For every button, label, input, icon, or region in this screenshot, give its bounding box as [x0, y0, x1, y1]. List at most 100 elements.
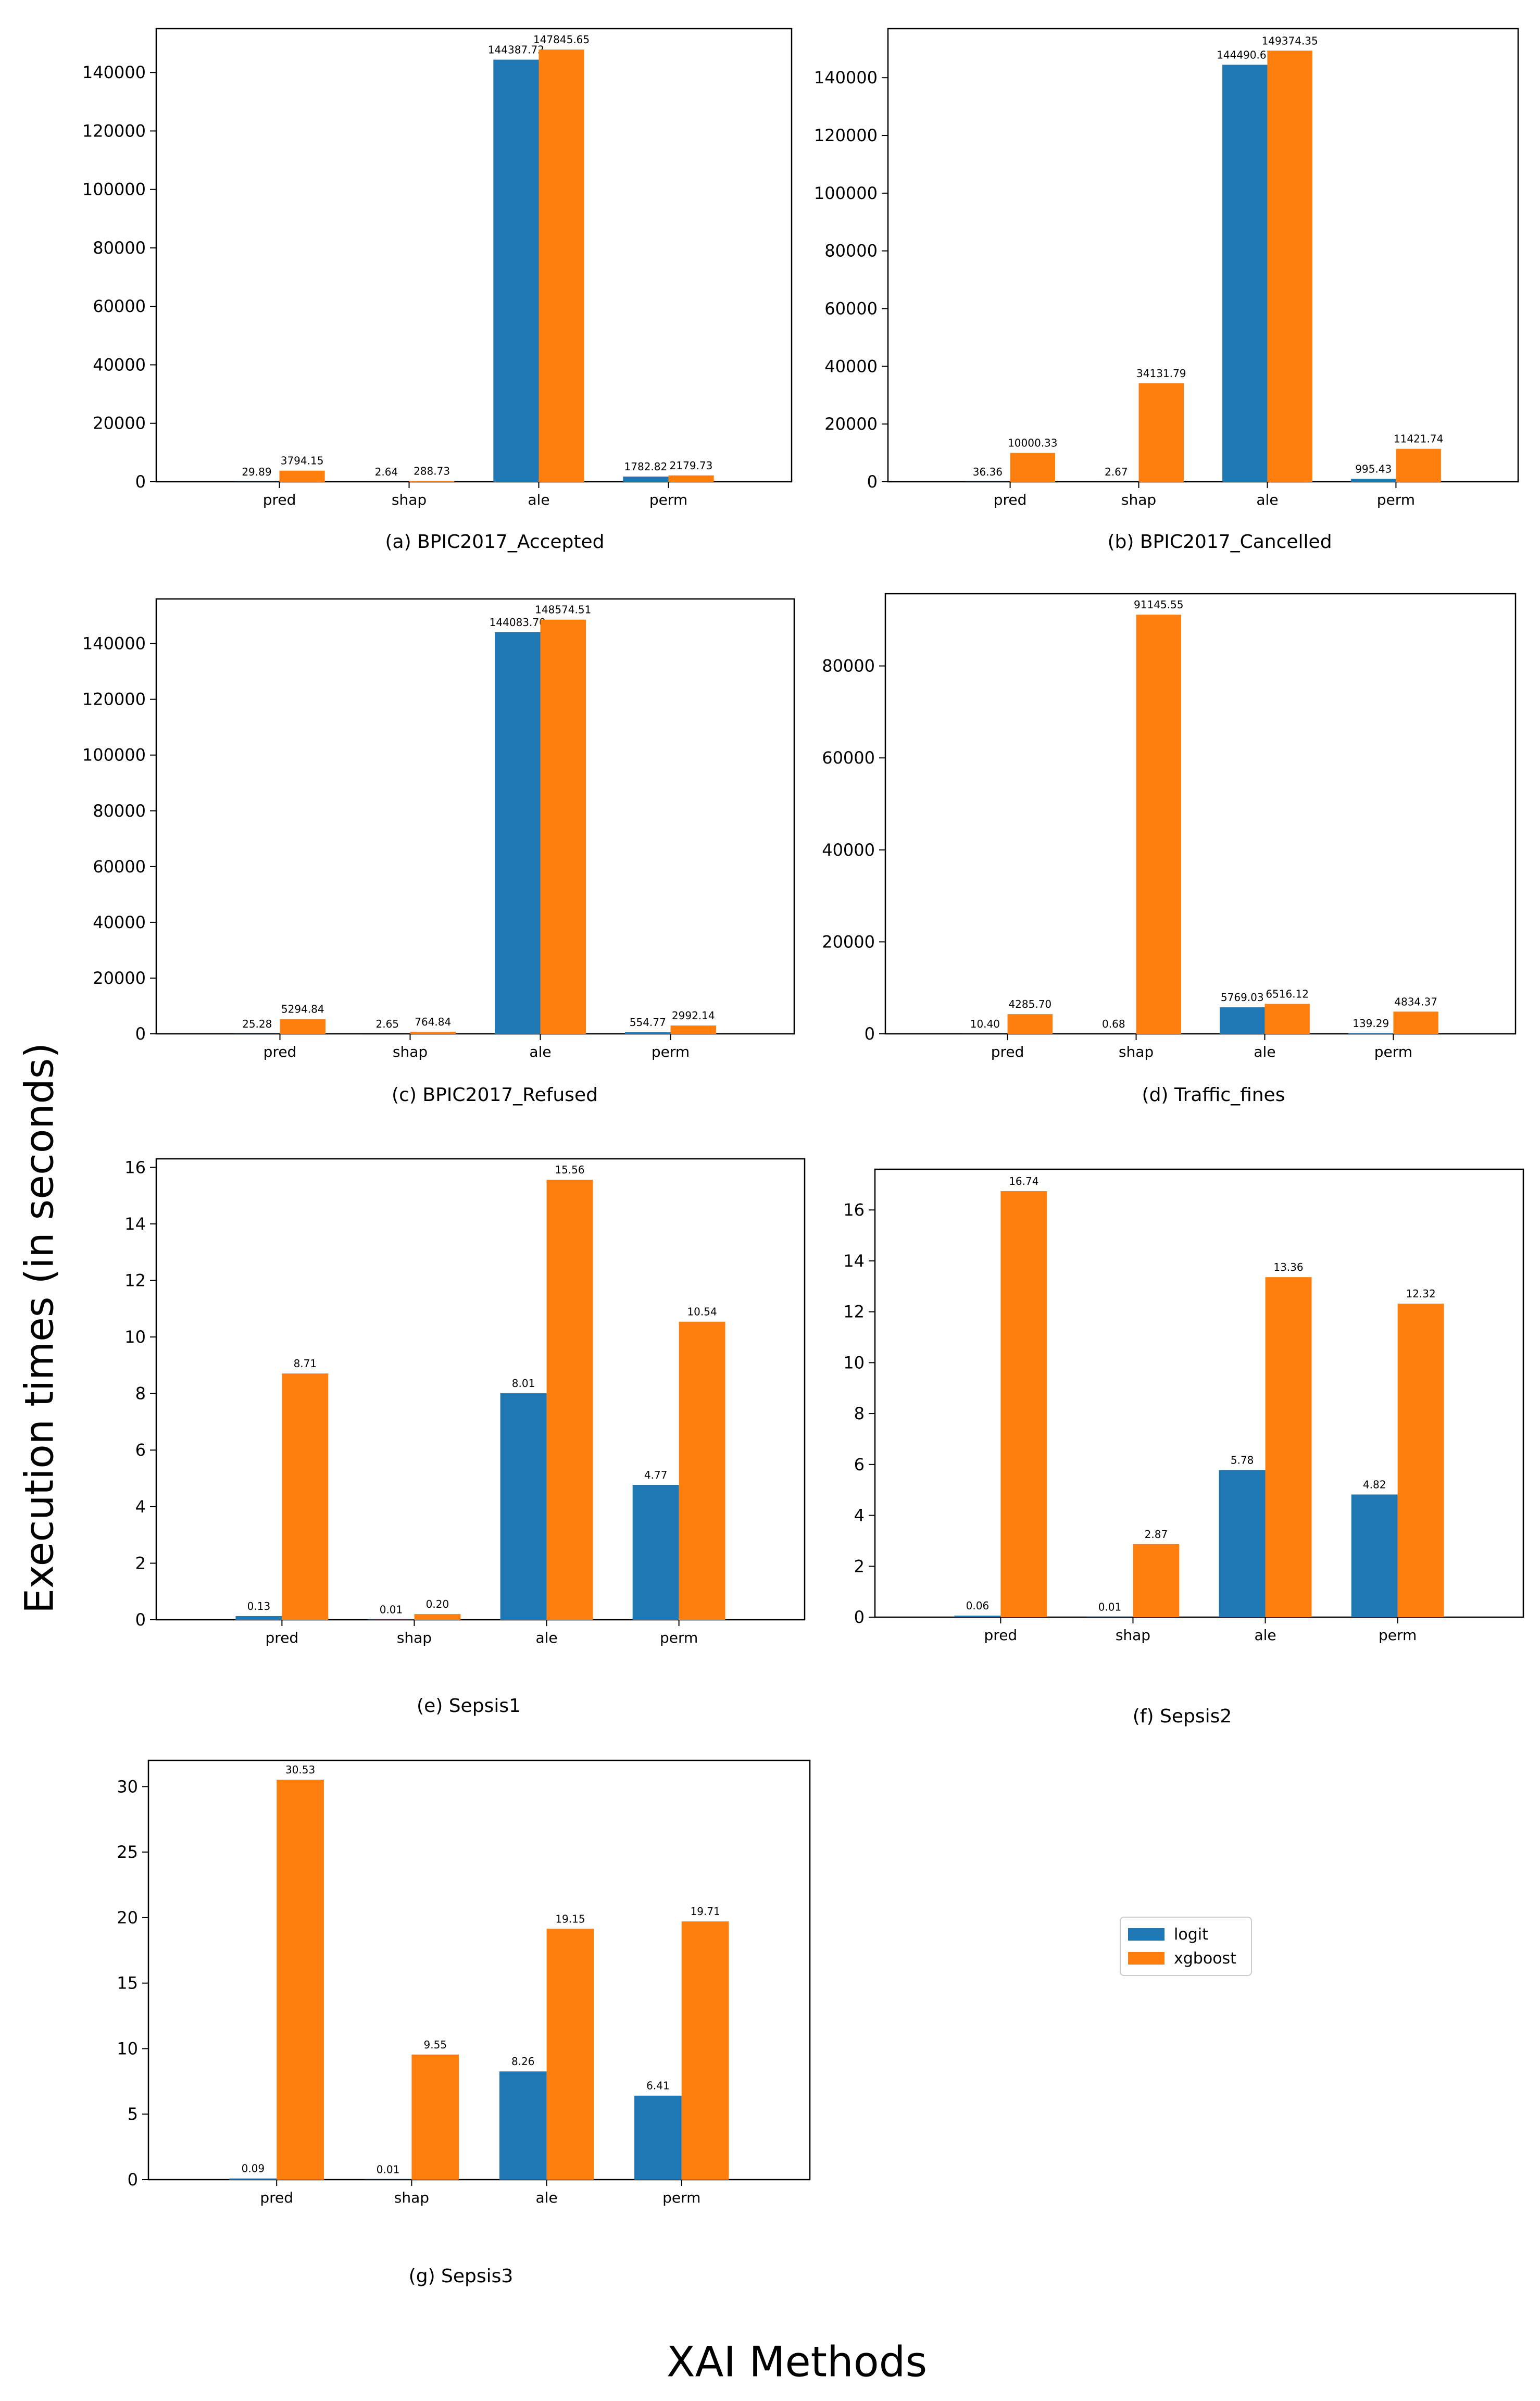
chart-e-bar-logit-perm	[632, 1485, 679, 1620]
chart-g-xtick-label: ale	[536, 2189, 558, 2206]
chart-f-xtick-label: ale	[1254, 1627, 1276, 1644]
chart-c-ytick-label: 0	[135, 1024, 146, 1044]
chart-a-ytick-label: 40000	[93, 355, 146, 374]
chart-e-ytick-label: 0	[135, 1610, 146, 1630]
chart-a-frame	[155, 28, 793, 483]
chart-f-bar-logit-perm	[1351, 1494, 1398, 1617]
chart-g-xtick-label: perm	[662, 2189, 700, 2206]
chart-e-ytick-label: 2	[135, 1553, 146, 1573]
chart-a-xtick-label: perm	[649, 491, 687, 508]
chart-a-ytick-label: 20000	[93, 414, 146, 433]
chart-a-xtick-label: shap	[392, 491, 427, 508]
chart-c-label-logit-pred: 25.28	[242, 1018, 272, 1030]
chart-c-ytick-label: 100000	[82, 745, 146, 765]
chart-f-label-xgboost-perm: 12.32	[1406, 1287, 1435, 1300]
chart-e-label-xgboost-shap: 0.20	[426, 1598, 449, 1610]
chart-e-bar-logit-shap	[368, 1619, 415, 1620]
chart-e-label-xgboost-pred: 8.71	[294, 1357, 317, 1370]
chart-e-xtick-label: ale	[535, 1629, 557, 1646]
legend-label-xgboost: xgboost	[1174, 1949, 1236, 1968]
chart-f-ytick-label: 14	[843, 1251, 865, 1271]
chart-d-bar-xgboost-perm	[1393, 1011, 1438, 1034]
chart-g-xtick-label: shap	[394, 2189, 429, 2206]
chart-c-label-logit-perm: 554.77	[630, 1016, 666, 1029]
chart-g-bar-xgboost-pred	[277, 1779, 324, 2180]
chart-e-ytick-label: 14	[124, 1214, 146, 1234]
chart-e-bar-logit-ale	[500, 1393, 547, 1620]
chart-a-label-logit-perm: 1782.82	[624, 460, 668, 473]
chart-g-label-logit-perm: 6.41	[646, 2080, 670, 2092]
chart-f-xtick-label: pred	[984, 1627, 1018, 1644]
chart-b-xtick-label: ale	[1256, 491, 1278, 508]
chart-a-ytick-label: 100000	[82, 180, 146, 199]
chart-e-label-xgboost-ale: 15.56	[555, 1164, 584, 1176]
chart-d-bar-xgboost-ale	[1264, 1004, 1310, 1034]
chart-g-bar-xgboost-shap	[411, 2054, 459, 2180]
chart-c-ytick-label: 40000	[93, 912, 146, 932]
chart-g-label-xgboost-perm: 19.71	[690, 1905, 720, 1918]
chart-a-label-logit-shap: 2.64	[375, 466, 398, 478]
chart-c-label-xgboost-perm: 2992.14	[672, 1009, 715, 1022]
chart-f-bar-xgboost-shap	[1133, 1544, 1180, 1617]
chart-e-bar-xgboost-ale	[546, 1180, 593, 1620]
chart-f-frame	[874, 1168, 1524, 1618]
chart-c-label-xgboost-shap: 764.84	[415, 1016, 451, 1028]
chart-g-ytick-label: 20	[117, 1908, 138, 1928]
chart-f-label-xgboost-ale: 13.36	[1273, 1261, 1303, 1273]
chart-e-xtick-label: shap	[397, 1629, 432, 1646]
chart-d-bar-logit-ale	[1220, 1007, 1265, 1034]
chart-f-label-logit-ale: 5.78	[1231, 1454, 1254, 1467]
chart-a-xtick-label: pred	[263, 491, 296, 508]
chart-b-ytick-label: 60000	[824, 299, 878, 319]
chart-c-bar-logit-perm	[625, 1032, 671, 1034]
chart-b-label-logit-ale: 144490.67	[1217, 48, 1273, 61]
chart-a-bar-logit-ale	[493, 59, 539, 482]
caption-c: (c) BPIC2017_Refused	[392, 1084, 598, 1106]
chart-d-xtick-label: ale	[1254, 1043, 1275, 1060]
chart-a-bar-xgboost-shap	[409, 481, 455, 482]
chart-a-bar-xgboost-pred	[279, 470, 325, 482]
chart-c-ytick-label: 60000	[93, 857, 146, 877]
chart-b-label-xgboost-perm: 11421.74	[1394, 433, 1443, 445]
chart-b-ytick-label: 40000	[824, 356, 878, 376]
chart-d-bar-xgboost-pred	[1007, 1014, 1053, 1034]
chart-b-bar-logit-perm	[1350, 479, 1396, 482]
caption-e: (e) Sepsis1	[417, 1695, 521, 1717]
chart-f-label-logit-shap: 0.01	[1098, 1601, 1122, 1614]
chart-e-label-xgboost-perm: 10.54	[687, 1306, 717, 1318]
chart-g-ytick-label: 15	[117, 1973, 138, 1993]
chart-b-bar-logit-ale	[1222, 65, 1268, 482]
caption-g: (g) Sepsis3	[408, 2266, 514, 2287]
caption-f: (f) Sepsis2	[1132, 1706, 1232, 1727]
chart-a-xtick-label: ale	[528, 491, 549, 508]
chart-d-label-logit-shap: 0.68	[1102, 1018, 1125, 1030]
chart-a-bar-logit-perm	[623, 476, 669, 482]
chart-a-ytick-label: 0	[135, 472, 146, 492]
chart-a-label-logit-pred: 29.89	[242, 466, 271, 478]
chart-f-ytick-label: 6	[854, 1455, 865, 1474]
chart-g-ytick-label: 30	[117, 1777, 138, 1796]
chart-c-ytick-label: 20000	[93, 968, 146, 988]
chart-b-label-xgboost-ale: 149374.35	[1262, 34, 1318, 47]
legend-swatch-logit	[1128, 1928, 1165, 1941]
chart-b-ytick-label: 20000	[824, 414, 878, 434]
caption-b: (b) BPIC2017_Cancelled	[1107, 531, 1332, 553]
chart-a-label-logit-ale: 144387.72	[488, 44, 544, 56]
chart-e-label-logit-perm: 4.77	[644, 1469, 668, 1481]
chart-g-label-logit-pred: 0.09	[242, 2162, 265, 2175]
legend-label-logit: logit	[1174, 1925, 1208, 1944]
chart-d-label-logit-ale: 5769.03	[1221, 991, 1264, 1004]
chart-a-label-xgboost-shap: 288.73	[414, 465, 450, 477]
chart-e-bar-logit-pred	[235, 1616, 282, 1620]
chart-e-ytick-label: 6	[135, 1440, 146, 1460]
chart-d-ytick-label: 0	[865, 1024, 875, 1044]
chart-f-bar-logit-pred	[954, 1616, 1001, 1617]
chart-e-label-logit-pred: 0.13	[247, 1600, 271, 1612]
chart-f-xtick-label: shap	[1116, 1627, 1150, 1644]
chart-f-bar-xgboost-ale	[1265, 1277, 1312, 1617]
chart-c-label-logit-shap: 2.65	[375, 1018, 399, 1030]
chart-b-bar-xgboost-ale	[1267, 51, 1312, 482]
chart-d-label-xgboost-ale: 6516.12	[1266, 987, 1309, 1000]
chart-d-xtick-label: pred	[991, 1043, 1024, 1060]
chart-c-frame	[155, 598, 795, 1035]
